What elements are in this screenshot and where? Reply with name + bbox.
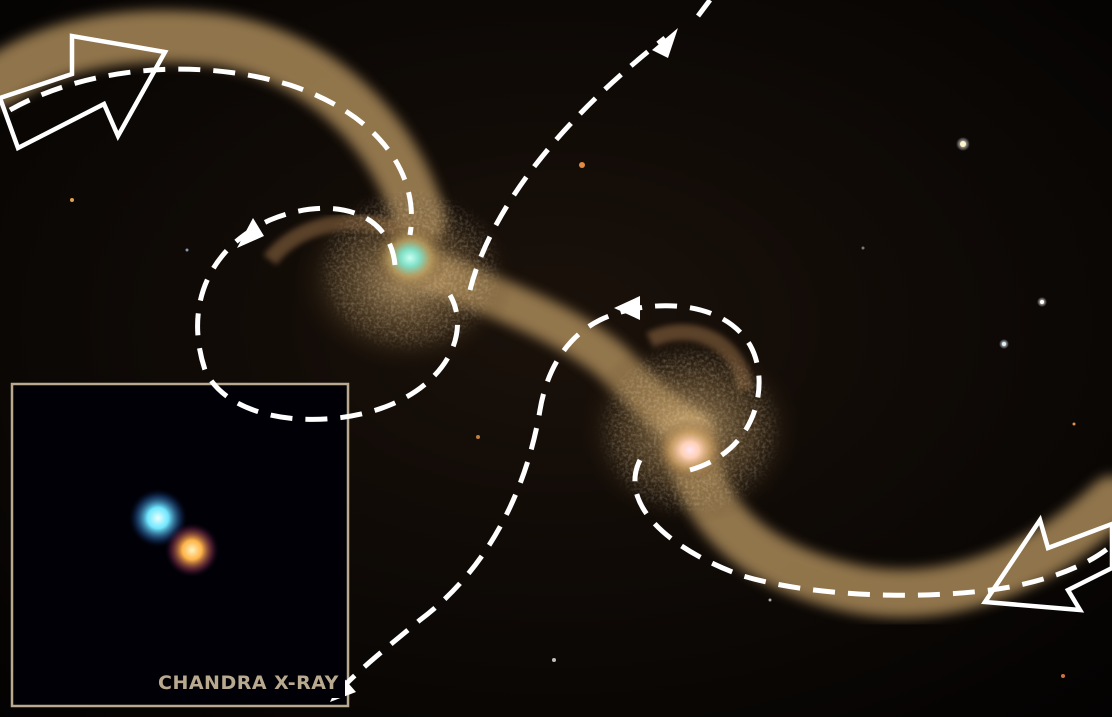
star (552, 658, 556, 662)
star (768, 598, 772, 602)
xray-source-2 (164, 522, 220, 578)
star (579, 162, 585, 168)
star (185, 248, 189, 252)
arrowhead-loop-b-icon (614, 296, 640, 320)
outline-arrows (0, 33, 1112, 613)
galaxy-a-core (372, 224, 448, 292)
dashed-path-group (8, 36, 1112, 687)
chandra-inset (10, 382, 350, 708)
star (1002, 342, 1006, 346)
dashed-path-lower-arc (632, 458, 1112, 598)
arrowhead-upper-left-icon (237, 218, 264, 248)
galaxy-b-core (654, 418, 726, 482)
dashed-path-top-tail (696, 0, 712, 18)
inset-caption: CHANDRA X-RAY (158, 672, 339, 694)
star (960, 141, 966, 147)
arrowhead-top-icon (652, 28, 678, 58)
dashed-path-upper-arc (8, 66, 414, 236)
star (1040, 300, 1044, 304)
hollow-arrow-top-left-icon (0, 33, 169, 152)
star (70, 198, 74, 202)
inset-label-backdrop (155, 668, 345, 698)
star (1061, 674, 1065, 678)
dashed-path-to-top (467, 36, 667, 291)
star (861, 246, 865, 250)
background-stars (70, 137, 1076, 678)
dashed-path-loop-b (343, 303, 762, 687)
star (476, 435, 480, 439)
star (1072, 422, 1076, 426)
hollow-arrow-bottom-right-icon (981, 514, 1112, 613)
